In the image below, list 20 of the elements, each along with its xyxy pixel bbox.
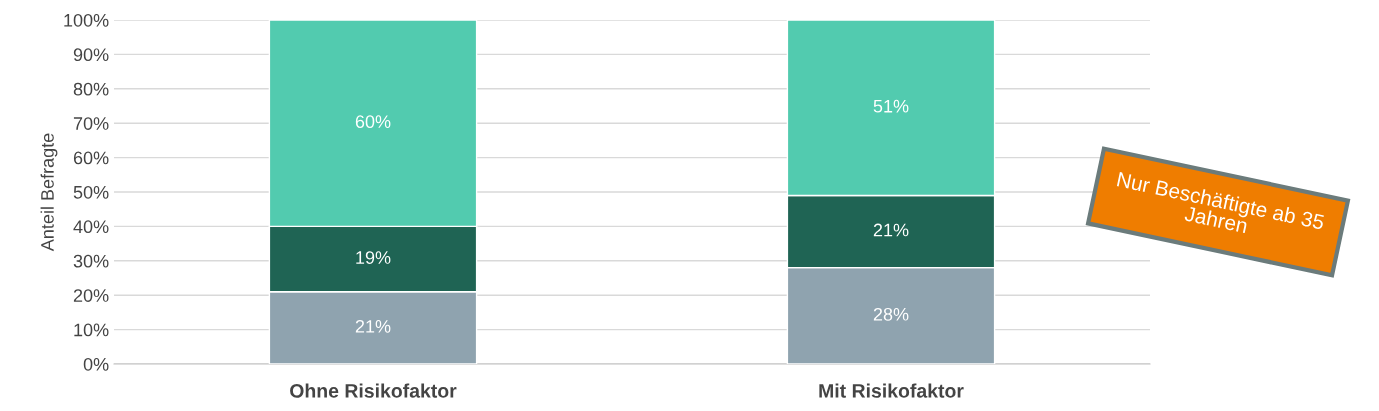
data-label: 21% [355,319,391,333]
y-tick-label: 70% [73,117,109,130]
x-tick-label: Mit Risikofaktor [819,383,964,398]
data-label: 19% [356,251,391,264]
data-label: 51% [873,99,909,113]
y-tick-label: 30% [73,254,109,268]
y-tick-label: 90% [73,48,109,62]
y-tick-label: 40% [73,220,109,234]
y-tick-label: 0% [83,357,109,371]
y-tick-label: 80% [73,82,109,96]
y-tick-label: 50% [73,185,109,199]
y-tick-label: 100% [64,13,109,27]
data-label: 21% [873,223,909,237]
data-label: 60% [355,115,391,129]
y-axis-title: Anteil Befragte [40,133,58,252]
y-tick-label: 20% [73,289,109,302]
data-label: 28% [873,307,909,321]
y-tick-label: 60% [73,151,109,165]
y-tick-label: 10% [74,323,109,337]
x-tick-label: Ohne Risikofaktor [290,383,457,398]
